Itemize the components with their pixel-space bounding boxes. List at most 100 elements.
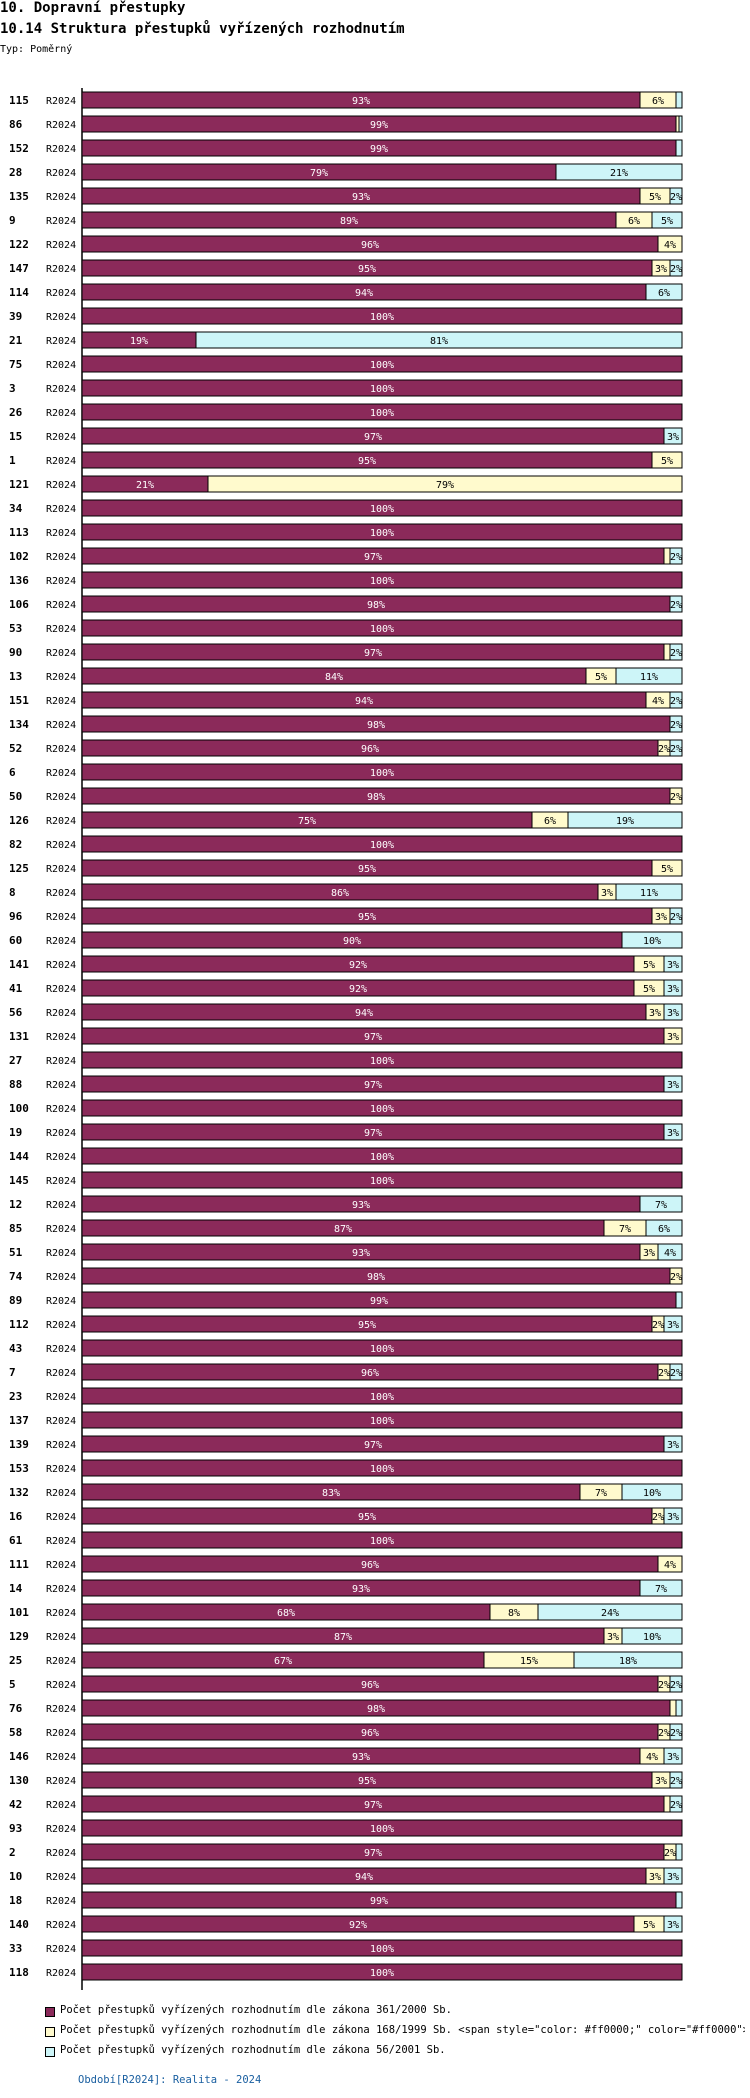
bar-segment <box>657 1243 683 1261</box>
category-label: 39 <box>9 310 22 323</box>
period-label: R2024 <box>46 216 76 227</box>
data-label: 94% <box>355 696 373 707</box>
data-label: 98% <box>367 792 385 803</box>
period-footer-link[interactable]: Období[R2024]: Realita - 2024 <box>78 2074 262 2086</box>
period-label: R2024 <box>46 1248 76 1259</box>
period-label: R2024 <box>46 1680 76 1691</box>
bar-segment <box>639 1195 683 1213</box>
period-label: R2024 <box>46 720 76 731</box>
category-label: 139 <box>9 1438 29 1451</box>
period-label: R2024 <box>46 792 76 803</box>
bar-segment <box>663 1435 683 1453</box>
data-label: 97% <box>364 1800 382 1811</box>
data-label: 7% <box>595 1488 607 1499</box>
data-label: 97% <box>364 1032 382 1043</box>
period-label: R2024 <box>46 1560 76 1571</box>
data-label: 3% <box>667 1128 679 1139</box>
data-label: 19% <box>616 816 634 827</box>
period-label: R2024 <box>46 96 76 107</box>
data-label: 3% <box>649 1008 661 1019</box>
data-label: 100% <box>370 1392 394 1403</box>
data-label: 86% <box>331 888 349 899</box>
period-label: R2024 <box>46 1104 76 1115</box>
type-label: Typ: Poměrný <box>0 44 73 55</box>
data-label: 3% <box>667 1920 679 1931</box>
data-label: 68% <box>277 1608 295 1619</box>
period-label: R2024 <box>46 576 76 587</box>
data-label: 2% <box>670 912 682 923</box>
bar-segment <box>663 979 683 997</box>
period-label: R2024 <box>46 1920 76 1931</box>
data-label: 15% <box>520 1656 538 1667</box>
bar-segment <box>657 1555 683 1573</box>
category-label: 16 <box>9 1510 23 1523</box>
legend-label-series-2: Počet přestupků vyřízených rozhodnutím d… <box>60 2024 745 2036</box>
bar-segment <box>207 475 683 493</box>
category-label: 145 <box>9 1174 29 1187</box>
category-label: 93 <box>9 1822 22 1835</box>
period-label: R2024 <box>46 456 76 467</box>
period-label: R2024 <box>46 1608 76 1619</box>
category-label: 19 <box>9 1126 22 1139</box>
category-label: 125 <box>9 862 29 875</box>
category-label: 137 <box>9 1414 29 1427</box>
period-label: R2024 <box>46 1296 76 1307</box>
category-label: 151 <box>9 694 29 707</box>
data-label: 95% <box>358 912 376 923</box>
bar-segment <box>81 379 683 397</box>
bar-segment <box>669 1675 683 1693</box>
category-label: 112 <box>9 1318 29 1331</box>
data-label: 5% <box>661 864 673 875</box>
category-label: 9 <box>9 214 16 227</box>
data-label: 100% <box>370 1056 394 1067</box>
data-label: 94% <box>355 1008 373 1019</box>
period-label: R2024 <box>46 648 76 659</box>
data-label: 100% <box>370 1464 394 1475</box>
data-label: 4% <box>664 240 676 251</box>
category-label: 14 <box>9 1582 23 1595</box>
data-label: 81% <box>430 336 448 347</box>
data-label: 95% <box>358 1776 376 1787</box>
data-label: 100% <box>370 768 394 779</box>
period-label: R2024 <box>46 1656 76 1667</box>
bar-segment <box>81 1387 683 1405</box>
data-label: 2% <box>658 1680 670 1691</box>
category-label: 1 <box>9 454 16 467</box>
period-label: R2024 <box>46 1752 76 1763</box>
category-label: 140 <box>9 1918 29 1931</box>
data-label: 79% <box>310 168 328 179</box>
bar-segment <box>678 115 683 133</box>
category-label: 147 <box>9 262 29 275</box>
data-label: 95% <box>358 1320 376 1331</box>
period-label: R2024 <box>46 1080 76 1091</box>
data-label: 3% <box>667 1080 679 1091</box>
category-label: 74 <box>9 1270 23 1283</box>
category-label: 5 <box>9 1678 16 1691</box>
data-label: 79% <box>436 480 454 491</box>
data-label: 3% <box>667 1512 679 1523</box>
data-label: 100% <box>370 1152 394 1163</box>
category-label: 141 <box>9 958 29 971</box>
period-label: R2024 <box>46 1440 76 1451</box>
period-label: R2024 <box>46 1464 76 1475</box>
page-title: 10. Dopravní přestupky <box>0 0 186 16</box>
data-label: 2% <box>670 720 682 731</box>
legend-swatch-series-1 <box>45 2007 55 2017</box>
data-label: 3% <box>601 888 613 899</box>
category-label: 111 <box>9 1558 29 1571</box>
data-label: 2% <box>670 1800 682 1811</box>
bar-segment <box>663 1075 683 1093</box>
data-label: 100% <box>370 840 394 851</box>
category-label: 131 <box>9 1030 29 1043</box>
data-label: 2% <box>670 264 682 275</box>
period-label: R2024 <box>46 1488 76 1499</box>
period-label: R2024 <box>46 288 76 299</box>
bar-segment <box>669 1723 683 1741</box>
data-label: 67% <box>274 1656 292 1667</box>
bar-segment <box>81 523 683 541</box>
category-label: 10 <box>9 1870 22 1883</box>
period-label: R2024 <box>46 1872 76 1883</box>
data-label: 2% <box>658 744 670 755</box>
data-label: 2% <box>670 1680 682 1691</box>
category-label: 118 <box>9 1966 29 1979</box>
